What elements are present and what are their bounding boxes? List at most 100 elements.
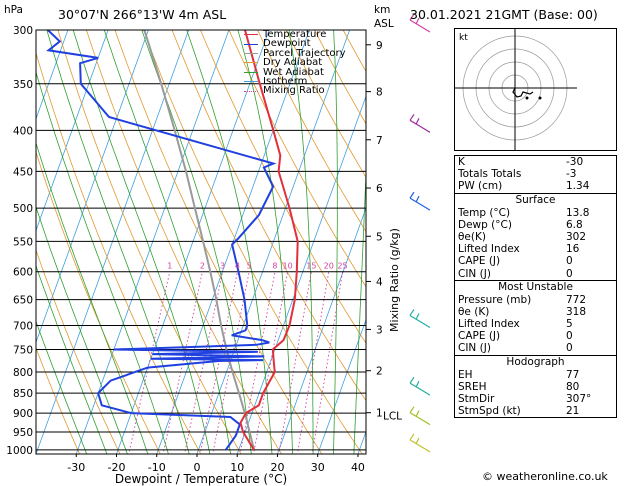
wind-barb-flag: [415, 118, 420, 125]
wind-barb: [409, 376, 431, 396]
stats-panel: K -30 Totals Totals -3 PW (cm) 1.34 Surface T…: [454, 155, 617, 419]
height-tick-label: 5: [376, 231, 383, 243]
stat-value: 80: [566, 380, 580, 393]
stat-value: 16: [566, 243, 580, 256]
stat-value: 21: [566, 405, 580, 418]
legend-swatch: [244, 81, 258, 83]
stat-row: Pressure (mb) 772: [455, 294, 616, 306]
dry-adiabat-line: [171, 30, 366, 402]
wind-barb-flag: [409, 376, 415, 384]
stat-label: Pressure (mb): [458, 293, 532, 306]
height-tick-label: 6: [376, 183, 383, 195]
wind-barb-flag: [409, 113, 415, 121]
legend-label: Dewpoint: [263, 38, 311, 50]
height-tick-label: 4: [376, 276, 383, 288]
dry-adiabat-line: [36, 51, 202, 454]
pressure-tick-label: 400: [13, 125, 33, 137]
temp-tick-label: 30: [311, 461, 325, 474]
pressure-tick-label: 700: [13, 320, 33, 332]
dry-adiabat-line: [36, 150, 161, 454]
wind-barb-staff: [409, 382, 431, 396]
stat-label: θe(K): [458, 230, 486, 243]
wind-barb-flag: [409, 433, 415, 441]
stat-label: CAPE (J): [458, 330, 501, 343]
stat-label: StmSpd (kt): [458, 405, 521, 418]
stat-label: PW (cm): [458, 180, 503, 193]
wet-adiabat-line: [72, 30, 211, 454]
isotherm-line: [36, 30, 149, 344]
legend-item: Wet Adiabat: [244, 66, 346, 78]
mixing-ratio-label: 20: [324, 262, 334, 271]
isotherm-line: [277, 206, 366, 454]
legend-item: Temperature: [244, 29, 346, 40]
hodograph-storm-marker: [538, 96, 542, 100]
stat-row: θe (K) 318: [455, 306, 616, 318]
wind-barb-staff: [409, 412, 431, 426]
hodograph-block: EH 77 SREH 80 StmDir 307° StmSpd (kt) 21: [455, 369, 616, 418]
dewpoint-line: [46, 30, 277, 451]
legend-item: Mixing Ratio: [244, 85, 346, 97]
wind-barb: [409, 113, 431, 133]
dry-adiabat-line: [228, 30, 366, 288]
height-tick-label: 1: [376, 408, 383, 420]
isotherm-line: [196, 30, 351, 454]
mixing-ratio-label: 1: [167, 262, 172, 271]
isotherm-line: [36, 30, 69, 120]
stat-row: CAPE (J) 0: [455, 255, 616, 267]
dry-adiabat-line: [114, 30, 323, 454]
wind-barb-staff: [409, 314, 431, 328]
dry-adiabat-line: [36, 249, 121, 454]
stat-row: CIN (J) 0: [455, 268, 616, 280]
legend-swatch: [244, 62, 258, 64]
stat-label: EH: [458, 368, 473, 381]
isotherm-line: [75, 30, 230, 454]
legend-label: Mixing Ratio: [263, 85, 325, 97]
isotherm-line: [156, 30, 310, 454]
stat-row: Lifted Index 16: [455, 243, 616, 255]
stat-value: 318: [566, 305, 587, 318]
stat-row: EH 77: [455, 369, 616, 381]
mixing-ratio-line: [278, 271, 312, 454]
wet-adiabat-line: [103, 30, 232, 454]
temp-tick-label: -20: [108, 461, 126, 474]
mixing-ratio-axis-title: Mixing Ratio (g/kg): [388, 228, 401, 332]
stat-row: CAPE (J) 0: [455, 330, 616, 342]
stat-row: θe(K) 302: [455, 231, 616, 243]
pressure-tick-label: 300: [13, 25, 33, 37]
wind-barb: [409, 406, 431, 426]
stat-value: 307°: [566, 393, 592, 405]
hodograph-storm-marker: [525, 96, 529, 100]
mixing-ratio-label: 3: [220, 262, 225, 271]
wind-barb: [409, 13, 431, 33]
dry-adiabat-line: [36, 346, 81, 454]
stat-label: CIN (J): [458, 267, 491, 280]
pressure-tick-label: 950: [13, 427, 33, 439]
wet-adiabat-line: [36, 264, 108, 454]
legend-label: Wet Adiabat: [263, 66, 324, 78]
mixing-ratio-line: [253, 271, 289, 454]
legend-label: Dry Adiabat: [263, 57, 323, 69]
mixing-ratio-label: 8: [272, 262, 277, 271]
stat-value: 6.8: [566, 218, 583, 231]
legend-label: Temperature: [263, 29, 327, 40]
wind-barb-flag: [415, 410, 420, 417]
mixing-ratio-label: 25: [337, 262, 347, 271]
hodograph: kt: [454, 28, 617, 151]
mixing-ratio-line: [128, 271, 171, 454]
stat-value: 77: [566, 368, 580, 381]
stat-row: K -30: [455, 156, 616, 168]
dry-adiabat-line: [285, 30, 366, 179]
most-unstable-block: Pressure (mb) 772 θe (K) 318 Lifted Index 5 CA…: [455, 294, 616, 355]
pressure-tick-label: 650: [13, 295, 33, 307]
stat-label: Lifted Index: [458, 243, 520, 256]
stat-value: 0: [566, 342, 573, 355]
asl-label: ASL: [374, 18, 394, 30]
legend-swatch: [244, 52, 258, 54]
stat-row: PW (cm) 1.34: [455, 180, 616, 192]
pressure-tick-label: 600: [13, 267, 33, 279]
mixing-ratio-label: 15: [306, 262, 316, 271]
pressure-tick-label: 450: [13, 166, 33, 178]
height-tick-label: 8: [376, 87, 383, 99]
mixing-ratio-label: 2: [200, 262, 205, 271]
